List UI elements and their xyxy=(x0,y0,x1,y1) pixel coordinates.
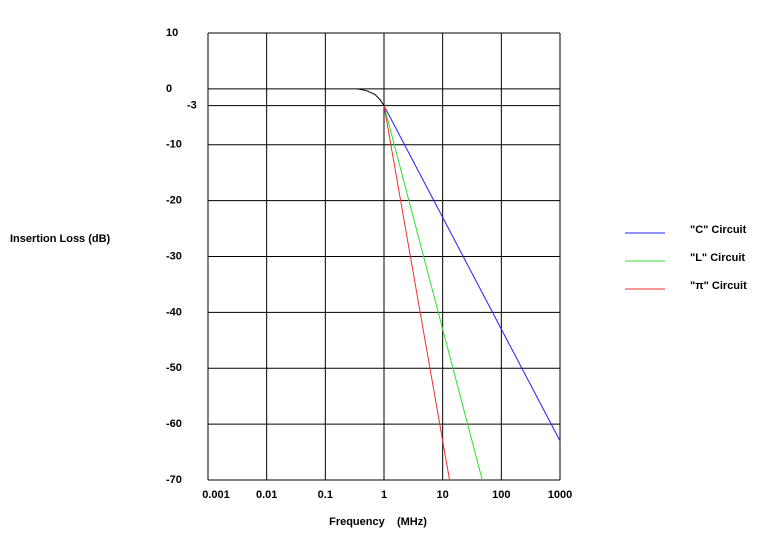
x-tick-label: 1000 xyxy=(548,489,572,501)
y-tick-label: -50 xyxy=(166,362,182,374)
x-tick-label: 0.1 xyxy=(318,489,333,501)
y-tick-label: -40 xyxy=(166,306,182,318)
legend-label: "C" Circuit xyxy=(690,224,747,236)
x-tick-label: 1 xyxy=(381,489,387,501)
legend-label: "L" Circuit xyxy=(690,252,745,264)
x-tick-label: 0.001 xyxy=(202,489,230,501)
y-axis-label: Insertion Loss (dB) xyxy=(10,233,111,245)
x-tick-label: 0.01 xyxy=(256,489,277,501)
y-tick-label: 10 xyxy=(166,27,178,39)
series-line xyxy=(383,105,451,481)
x-tick-label: 10 xyxy=(437,489,449,501)
series-line xyxy=(357,88,385,106)
y-tick-label: -70 xyxy=(166,474,182,486)
y-tick-label: -60 xyxy=(166,418,182,430)
y-tick-label: -20 xyxy=(166,195,182,207)
y-tick-label: 0 xyxy=(166,83,172,95)
y-tick-label: -3 xyxy=(187,100,197,112)
legend-label: "π" Circuit xyxy=(690,280,747,292)
x-tick-label: 100 xyxy=(492,489,510,501)
series-line xyxy=(383,105,483,481)
y-tick-label: -10 xyxy=(166,139,182,151)
series-line xyxy=(383,105,561,442)
x-axis-label: Frequency (MHz) xyxy=(329,516,427,528)
y-tick-label: -30 xyxy=(166,250,182,262)
